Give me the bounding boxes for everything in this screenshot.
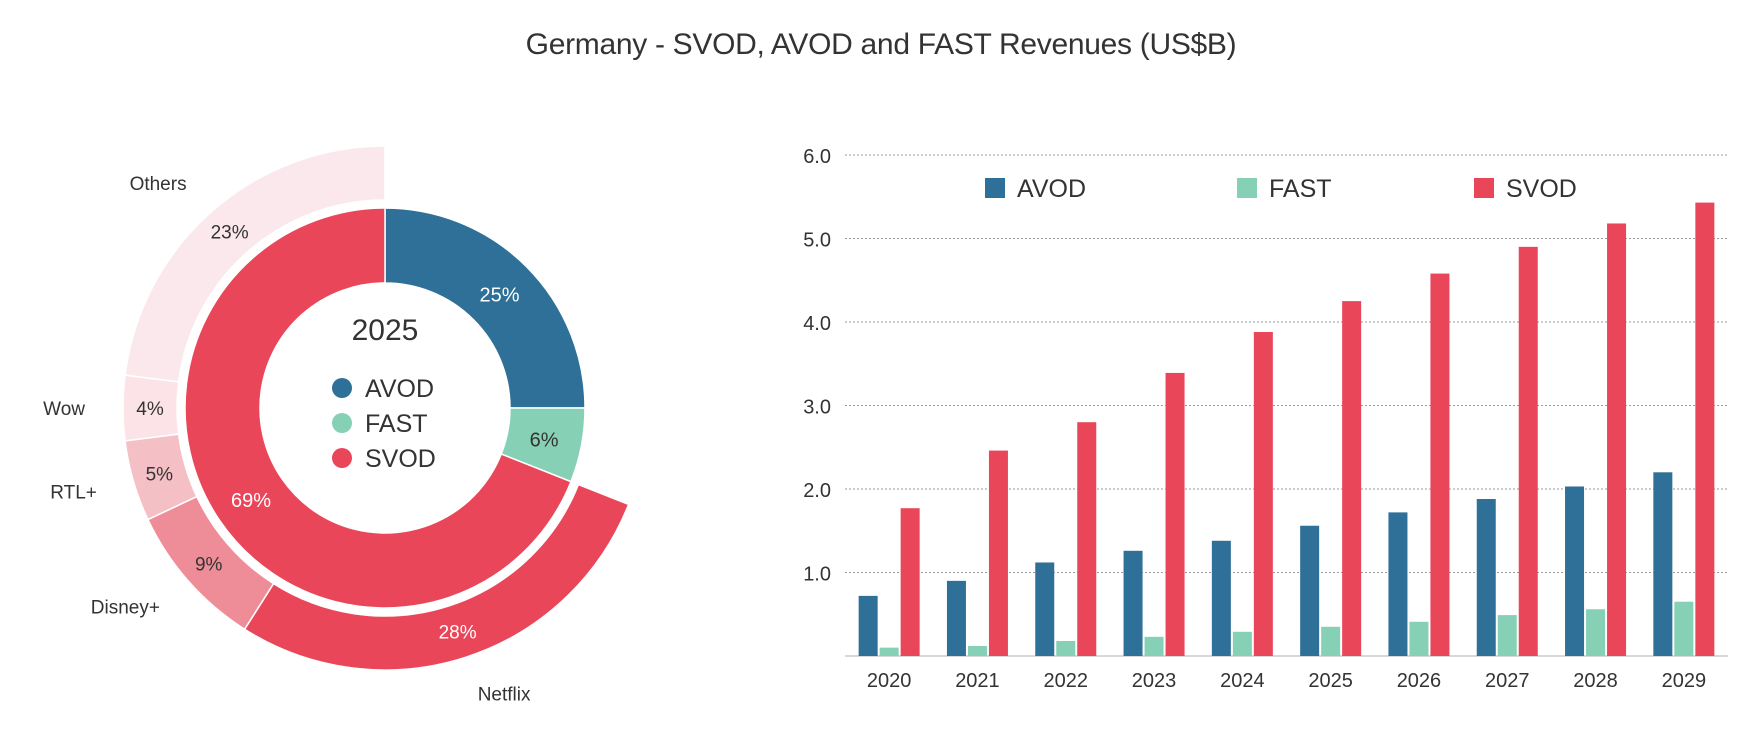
bar-legend: AVOD FAST SVOD [985,175,1577,203]
donut-legend-label-avod: AVOD [365,375,434,403]
inner-slice-avod [384,207,586,409]
inner-label-avod: 25% [480,284,520,306]
inner-label-svod: 69% [231,490,271,512]
bar-avod-2028 [1565,486,1585,656]
outer-label-netflix: 28% [439,622,477,643]
bar-fast-2022 [1056,640,1076,656]
y-tick-label: 6.0 [803,146,831,168]
bar-fast-2024 [1232,631,1252,656]
bar-svod-2023 [1165,372,1185,656]
bar-svod-2020 [900,508,920,656]
bar-fast-2020 [879,647,899,656]
bar-legend-marker-svod [1474,178,1494,198]
bar-svod-2022 [1077,422,1097,656]
bar-fast-2029 [1674,601,1694,656]
bar-legend-label-fast: FAST [1269,175,1332,203]
x-tick-label: 2021 [955,670,1000,692]
donut-center-label: 2025 [352,314,419,347]
outer-name-netflix: Netflix [478,684,531,705]
x-tick-label: 2027 [1485,670,1530,692]
donut-labels: 25% 6% 69% 28% Netflix 9% Disney+ 5% RTL+ 4% Wow 23… [43,174,559,705]
donut-legend: AVOD FAST SVOD [332,375,436,473]
bar-legend-label-avod: AVOD [1017,175,1086,203]
bar-svod-2029 [1695,202,1715,656]
y-tick-label: 4.0 [803,313,831,335]
bar-gridlines [845,154,1728,657]
outer-label-wow: 4% [136,399,164,420]
bar-legend-marker-avod [985,178,1005,198]
bar-avod-2029 [1653,472,1673,656]
bar-svod-2027 [1518,246,1538,656]
x-tick-label: 2023 [1132,670,1177,692]
x-tick-label: 2024 [1220,670,1265,692]
x-tick-label: 2028 [1573,670,1618,692]
bar-svod-2026 [1430,273,1450,656]
outer-name-disney: Disney+ [91,597,160,618]
outer-label-others: 23% [211,223,249,244]
outer-ring [122,145,630,671]
bar-fast-2026 [1409,621,1429,656]
bar-svod-2024 [1253,332,1273,656]
outer-slice-others [124,145,386,383]
donut-legend-marker-svod [332,448,352,468]
outer-label-rtl: 5% [146,465,174,486]
bar-avod-2022 [1035,562,1055,656]
y-tick-label: 5.0 [803,230,831,252]
bar-fast-2021 [967,645,987,656]
bar-fast-2027 [1497,615,1517,656]
outer-name-wow: Wow [43,399,85,420]
outer-name-rtl: RTL+ [50,483,97,504]
bar-legend-label-svod: SVOD [1506,175,1577,203]
donut-legend-label-svod: SVOD [365,445,436,473]
bar-avod-2023 [1123,550,1143,656]
bar-svod-2025 [1342,301,1362,656]
bar-avod-2020 [858,595,878,656]
bar-svod-2021 [988,450,1008,656]
bar-avod-2021 [946,580,966,656]
x-axis-ticks: 2020 2021 2022 2023 2024 2025 2026 2027 2028 2029 [867,670,1706,692]
bar-fast-2025 [1321,626,1341,656]
bar-fast-2028 [1586,609,1606,656]
y-axis-ticks: 1.0 2.0 3.0 4.0 5.0 6.0 [803,146,831,586]
inner-ring [184,207,586,609]
inner-slice-svod [184,207,572,609]
donut-legend-marker-fast [332,413,352,433]
bar-svod-2028 [1607,223,1627,656]
x-tick-label: 2025 [1308,670,1353,692]
bar-avod-2026 [1388,512,1408,656]
bar-avod-2027 [1476,499,1496,656]
donut-legend-marker-avod [332,378,352,398]
bar-marks [858,202,1715,656]
bar-fast-2023 [1144,636,1164,656]
x-tick-label: 2026 [1397,670,1442,692]
outer-name-others: Others [130,174,187,195]
x-tick-label: 2022 [1044,670,1089,692]
y-tick-label: 3.0 [803,397,831,419]
inner-label-fast: 6% [530,429,559,451]
x-tick-label: 2029 [1662,670,1707,692]
x-tick-label: 2020 [867,670,912,692]
donut-chart: 25% 6% 69% 28% Netflix 9% Disney+ 5% RTL+ 4% Wow 23… [43,145,630,705]
outer-label-disney: 9% [195,554,223,575]
bar-avod-2025 [1300,525,1320,656]
y-tick-label: 1.0 [803,564,831,586]
bar-legend-marker-fast [1237,178,1257,198]
y-tick-label: 2.0 [803,480,831,502]
bar-avod-2024 [1211,540,1231,656]
chart-title: Germany - SVOD, AVOD and FAST Revenues (… [525,28,1237,61]
donut-legend-label-fast: FAST [365,410,428,438]
